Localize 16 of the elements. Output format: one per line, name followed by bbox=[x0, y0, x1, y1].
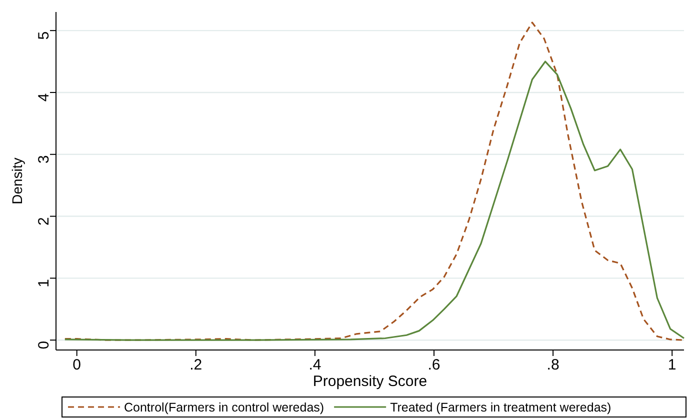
x-tick-label: 1 bbox=[668, 356, 676, 374]
x-axis-title: Propensity Score bbox=[312, 373, 428, 390]
x-tick-label: .6 bbox=[428, 356, 440, 374]
legend-label: Control(Farmers in control weredas) bbox=[124, 400, 324, 414]
x-tick-label: .2 bbox=[190, 356, 202, 374]
y-axis-title: Density bbox=[9, 158, 25, 204]
y-tick-label: 5 bbox=[36, 31, 52, 40]
y-tick-label: 4 bbox=[36, 93, 52, 102]
y-tick-label: 3 bbox=[36, 155, 52, 164]
x-tick-label: .8 bbox=[546, 356, 560, 374]
y-tick-label: 2 bbox=[36, 217, 52, 226]
y-tick-label: 1 bbox=[36, 279, 52, 288]
x-tick-label: 0 bbox=[72, 356, 82, 374]
x-tick-label: .4 bbox=[308, 356, 322, 374]
legend-label: Treated (Farmers in treatment weredas) bbox=[390, 400, 612, 414]
y-tick-label: 0 bbox=[36, 340, 52, 350]
